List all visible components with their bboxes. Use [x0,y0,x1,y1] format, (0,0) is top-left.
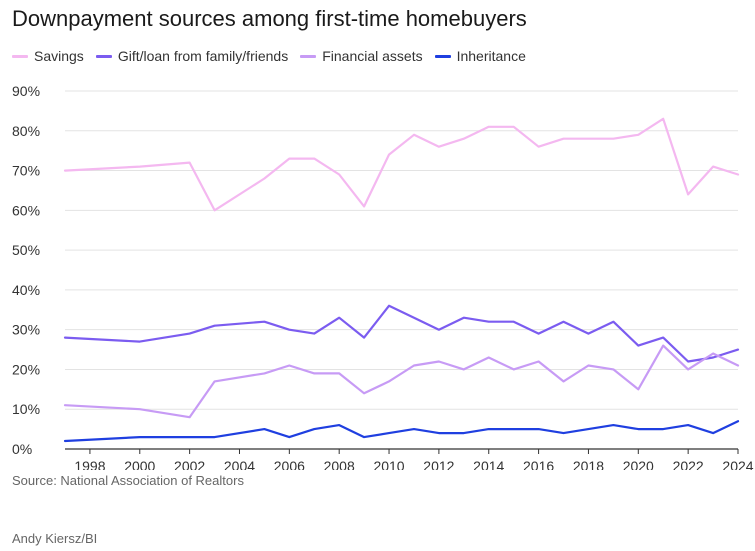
legend-label-financial-assets: Financial assets [322,48,423,64]
x-tick-label: 2014 [473,458,504,470]
x-tick-label: 1998 [74,458,105,470]
credit-note: Andy Kiersz/BI [12,531,98,546]
legend-swatch-financial-assets [300,54,317,58]
y-tick-label: 80% [12,123,40,139]
legend-item-gift-loan: Gift/loan from family/friends [95,48,289,64]
y-tick-label: 30% [12,322,40,338]
x-tick-label: 2000 [124,458,155,470]
y-tick-label: 20% [12,361,40,377]
series-line-savings [63,117,740,212]
x-tick-label: 2004 [224,458,255,470]
x-axis-tick-labels: 1998 2000 2002 2004 2006 2008 2010 2012 2014 2016… [74,449,754,470]
legend-item-savings: Savings [12,48,84,64]
chart-title: Downpayment sources among first-time hom… [12,6,527,31]
x-tick-label: 2008 [324,458,355,470]
series-line-inheritance [63,420,740,443]
x-tick-label: 2016 [523,458,554,470]
x-tick-label: 2022 [673,458,704,470]
line-chart: 0% 10% 20% 30% 40% 50% 60% 70% 80% 90% 1998 2000 20… [12,83,754,470]
legend-swatch-savings [12,54,28,58]
grid-layer [65,90,738,450]
y-tick-label: 0% [12,441,32,457]
y-tick-label: 10% [12,401,40,417]
y-tick-label: 90% [12,83,40,99]
legend-label-savings: Savings [34,48,84,64]
x-tick-label: 2002 [174,458,205,470]
y-axis-tick-labels: 0% 10% 20% 30% 40% 50% 60% 70% 80% 90% [12,83,40,457]
source-note: Source: National Association of Realtors [12,473,244,488]
x-tick-label: 2010 [373,458,404,470]
x-tick-label: 2020 [623,458,654,470]
legend: Savings Gift/loan from family/friends Fi… [12,48,538,64]
y-tick-label: 60% [12,202,40,218]
legend-swatch-inheritance [434,54,451,58]
y-tick-label: 70% [12,163,40,179]
legend-label-inheritance: Inheritance [456,48,526,64]
series-line-financial-assets [63,344,740,419]
legend-item-inheritance: Inheritance [434,48,526,64]
x-tick-label: 2006 [274,458,305,470]
legend-swatch-gift-loan [95,54,112,58]
series-layer [63,117,740,443]
y-tick-label: 40% [12,282,40,298]
x-tick-label: 2024 [722,458,753,470]
legend-label-gift-loan: Gift/loan from family/friends [117,48,289,64]
x-tick-label: 2018 [573,458,604,470]
y-tick-label: 50% [12,242,40,258]
legend-item-financial-assets: Financial assets [300,48,423,64]
x-tick-label: 2012 [423,458,454,470]
series-line-gift-loan-from-family-friends [63,304,740,363]
